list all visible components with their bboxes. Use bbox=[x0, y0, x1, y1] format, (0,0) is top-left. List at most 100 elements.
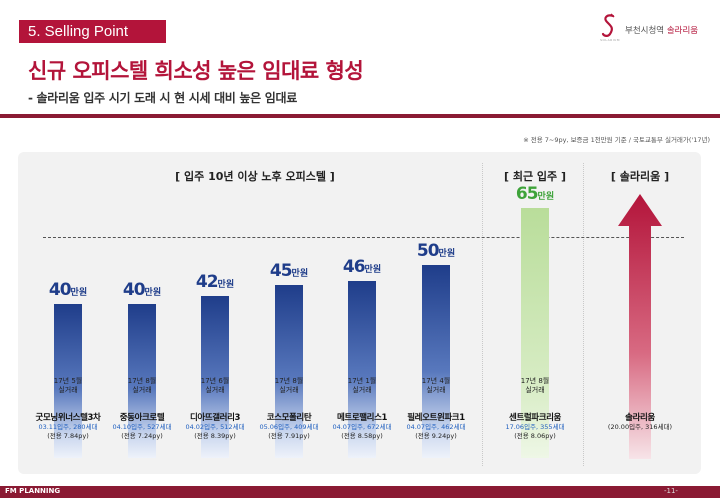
deal-text: 실거래 bbox=[426, 386, 446, 394]
period-text: 17년 1월 bbox=[347, 377, 377, 385]
footer-bar bbox=[0, 486, 720, 498]
value-unit: 만원 bbox=[144, 288, 162, 298]
building-info: 03.11입주, 280세대 (전용 7.84py) bbox=[38, 423, 97, 441]
solarium-logo-icon bbox=[601, 13, 615, 37]
value-unit: 만원 bbox=[364, 265, 382, 275]
building-name: 중동아크로텔 bbox=[119, 413, 165, 423]
period-text: 17년 6월 bbox=[200, 377, 230, 385]
building-info: 05.06입주, 409세대 (전용 7.91py) bbox=[259, 423, 318, 441]
building-name: 디아뜨갤러리3 bbox=[189, 413, 241, 423]
info-area: (전용 7.84py) bbox=[47, 432, 89, 440]
info-area: (전용 7.91py) bbox=[268, 432, 310, 440]
value-number: 45 bbox=[269, 261, 293, 281]
building-name: 코스모폴리탄 bbox=[266, 413, 312, 423]
data-label: 50만원 bbox=[417, 241, 455, 261]
building-info: 04.10입주, 527세대 (전용 7.24py) bbox=[112, 423, 171, 441]
data-label: 65만원 bbox=[516, 184, 554, 204]
value-number: 46 bbox=[342, 257, 366, 277]
deal-text: 실거래 bbox=[132, 386, 152, 394]
value-unit: 만원 bbox=[438, 249, 456, 259]
building-info: 17.06입주, 355세대 (전용 8.06py) bbox=[505, 423, 564, 441]
period-label: 17년 8월 실거래 bbox=[275, 377, 303, 395]
logo-brand: 솔라리움 bbox=[666, 26, 699, 36]
data-label: 40만원 bbox=[123, 280, 161, 300]
data-label: 42만원 bbox=[196, 272, 234, 292]
logo-text: 부천시청역 솔라리움 bbox=[625, 24, 698, 36]
bar-3 bbox=[201, 296, 229, 458]
info-move-in: 04.07입주, 462세대 bbox=[406, 423, 466, 431]
source-note: ※ 전용 7~9py, 보증금 1천만원 기준 / 국토교통부 실거래가('17… bbox=[523, 136, 710, 144]
section-divider bbox=[482, 163, 483, 466]
bar-6 bbox=[422, 265, 450, 458]
info-move-in: 04.10입주, 527세대 bbox=[112, 423, 172, 431]
deal-text: 실거래 bbox=[352, 386, 372, 394]
period-label: 17년 6월 실거래 bbox=[201, 377, 229, 395]
value-number: 40 bbox=[48, 280, 72, 300]
bar-4 bbox=[275, 285, 303, 458]
info-area: (전용 8.06py) bbox=[514, 432, 556, 440]
bar-1 bbox=[54, 304, 82, 458]
data-label: 46만원 bbox=[343, 257, 381, 277]
period-text: 17년 8월 bbox=[520, 377, 550, 385]
info-area: (전용 8.39py) bbox=[194, 432, 236, 440]
value-number: 42 bbox=[195, 272, 219, 292]
page-title: 신규 오피스텔 희소성 높은 임대료 형성 bbox=[28, 59, 364, 83]
data-label: 45만원 bbox=[270, 261, 308, 281]
page-subtitle: - 솔라리움 입주 시기 도래 시 현 시세 대비 높은 임대료 bbox=[28, 91, 297, 105]
section-tab: 5. Selling Point bbox=[19, 20, 166, 43]
value-unit: 만원 bbox=[217, 280, 235, 290]
logo-place: 부천시청역 bbox=[625, 26, 667, 36]
deal-text: 실거래 bbox=[525, 386, 545, 394]
deal-text: 실거래 bbox=[58, 386, 78, 394]
period-text: 17년 8월 bbox=[274, 377, 304, 385]
value-number: 40 bbox=[122, 280, 146, 300]
building-name: 센트럴파크리움 bbox=[509, 413, 561, 423]
page-number: -11- bbox=[664, 487, 678, 495]
building-name: 솔라리움 bbox=[625, 413, 655, 423]
building-info: (20.00입주, 316세대) bbox=[608, 423, 672, 432]
building-info: 04.07입주, 672세대 (전용 8.58py) bbox=[332, 423, 391, 441]
period-text: 17년 4월 bbox=[421, 377, 451, 385]
period-text: 17년 8월 bbox=[127, 377, 157, 385]
info-area: (전용 8.58py) bbox=[341, 432, 383, 440]
section-label-recent: [ 최근 입주 ] bbox=[503, 170, 567, 183]
info-move-in: 05.06입주, 409세대 bbox=[259, 423, 319, 431]
logo-subtext: SOLARIUM bbox=[600, 38, 620, 42]
building-name: 메트로팰리스1 bbox=[336, 413, 388, 423]
reference-line bbox=[43, 237, 684, 238]
footer-company: FM PLANNING bbox=[5, 487, 61, 495]
building-info: 04.07입주, 462세대 (전용 9.24py) bbox=[406, 423, 465, 441]
period-label: 17년 5월 실거래 bbox=[54, 377, 82, 395]
section-label-old: [ 입주 10년 이상 노후 오피스텔 ] bbox=[175, 170, 335, 183]
value-number: 50 bbox=[416, 241, 440, 261]
data-label: 40만원 bbox=[49, 280, 87, 300]
solarium-up-arrow bbox=[618, 194, 662, 459]
period-text: 17년 5월 bbox=[53, 377, 83, 385]
deal-text: 실거래 bbox=[279, 386, 299, 394]
value-unit: 만원 bbox=[291, 269, 309, 279]
header-rule bbox=[0, 114, 720, 118]
building-name: 굿모닝위너스텔3차 bbox=[35, 413, 101, 423]
bar-2 bbox=[128, 304, 156, 458]
section-label-solarium: [ 솔라리움 ] bbox=[610, 170, 670, 183]
info-area: (전용 9.24py) bbox=[415, 432, 457, 440]
info-move-in: 17.06입주, 355세대 bbox=[505, 423, 565, 431]
section-divider bbox=[583, 163, 584, 466]
value-number: 65 bbox=[515, 184, 539, 204]
bar-7 bbox=[521, 208, 549, 458]
building-name: 필레오트윈파크1 bbox=[407, 413, 465, 423]
value-unit: 만원 bbox=[70, 288, 88, 298]
info-move-in: (20.00입주, 316세대) bbox=[607, 423, 673, 431]
building-info: 04.02입주, 512세대 (전용 8.39py) bbox=[185, 423, 244, 441]
value-unit: 만원 bbox=[537, 192, 555, 202]
period-label: 17년 1월 실거래 bbox=[348, 377, 376, 395]
period-label: 17년 8월 실거래 bbox=[521, 377, 549, 395]
bar-5 bbox=[348, 281, 376, 458]
info-move-in: 04.07입주, 672세대 bbox=[332, 423, 392, 431]
info-move-in: 03.11입주, 280세대 bbox=[38, 423, 98, 431]
info-area: (전용 7.24py) bbox=[121, 432, 163, 440]
deal-text: 실거래 bbox=[205, 386, 225, 394]
period-label: 17년 8월 실거래 bbox=[128, 377, 156, 395]
info-move-in: 04.02입주, 512세대 bbox=[185, 423, 245, 431]
period-label: 17년 4월 실거래 bbox=[422, 377, 450, 395]
